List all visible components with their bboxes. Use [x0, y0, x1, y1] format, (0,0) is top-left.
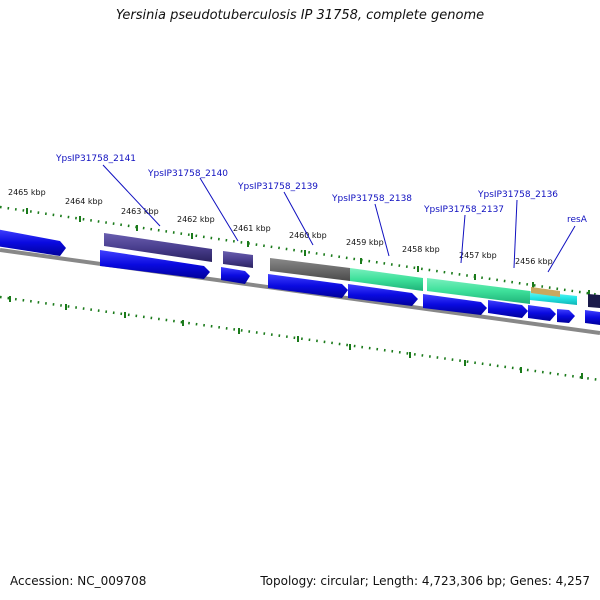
cds-arrow[interactable] — [221, 267, 250, 284]
tick-label: 2458 kbp — [402, 245, 440, 254]
gene-label[interactable]: YpsIP31758_2138 — [331, 194, 412, 204]
cog-bar-purple[interactable] — [104, 233, 212, 262]
cds-arrow[interactable] — [557, 309, 575, 323]
gene-labels: YpsIP31758_2141 YpsIP31758_2140 YpsIP317… — [55, 154, 588, 225]
gene-label[interactable]: YpsIP31758_2141 — [55, 154, 136, 164]
tick-label: 2463 kbp — [121, 207, 159, 216]
tick-label: 2456 kbp — [515, 257, 553, 266]
map-title: Yersinia pseudotuberculosis IP 31758, co… — [115, 8, 485, 23]
tick-label: 2457 kbp — [459, 251, 497, 260]
cog-bar-grey[interactable] — [270, 258, 350, 281]
gene-label[interactable]: YpsIP31758_2137 — [423, 205, 504, 215]
cog-bar-cyan[interactable] — [530, 291, 577, 305]
tick-label: 2459 kbp — [346, 238, 384, 247]
cog-bar-purple[interactable] — [223, 251, 253, 268]
cds-arrow[interactable] — [268, 274, 348, 298]
accession-text: Accession: NC_009708 — [10, 574, 147, 588]
cds-arrow[interactable] — [100, 250, 210, 279]
genome-summary-text: Topology: circular; Length: 4,723,306 bp… — [260, 574, 590, 588]
cog-bar-edge[interactable] — [588, 294, 600, 308]
cog-bar-teal[interactable] — [350, 268, 423, 291]
cds-arrow[interactable] — [585, 310, 600, 325]
cds-arrow[interactable] — [528, 305, 556, 321]
gene-label[interactable]: resA — [567, 215, 588, 225]
tick-label: 2465 kbp — [8, 188, 46, 197]
gene-label[interactable]: YpsIP31758_2140 — [147, 169, 228, 179]
tick-label: 2464 kbp — [65, 197, 103, 206]
cds-arrow[interactable] — [423, 294, 487, 315]
inner-tick-marks — [9, 296, 583, 379]
cog-feature-track — [104, 233, 600, 308]
cds-arrow[interactable] — [348, 284, 418, 306]
cds-arrow[interactable] — [0, 229, 66, 256]
gene-label-leaders — [102, 164, 576, 273]
cog-bar-teal[interactable] — [427, 278, 530, 304]
cog-bar-tan[interactable] — [531, 287, 560, 297]
cds-track — [0, 229, 600, 325]
tick-label: 2462 kbp — [177, 215, 215, 224]
gene-label[interactable]: YpsIP31758_2136 — [477, 190, 558, 200]
cds-arrow[interactable] — [488, 300, 528, 318]
scale-tick-labels: 2465 kbp 2464 kbp 2463 kbp 2462 kbp 2461… — [8, 188, 553, 266]
tick-label: 2461 kbp — [233, 224, 271, 233]
gene-label[interactable]: YpsIP31758_2139 — [237, 182, 318, 192]
